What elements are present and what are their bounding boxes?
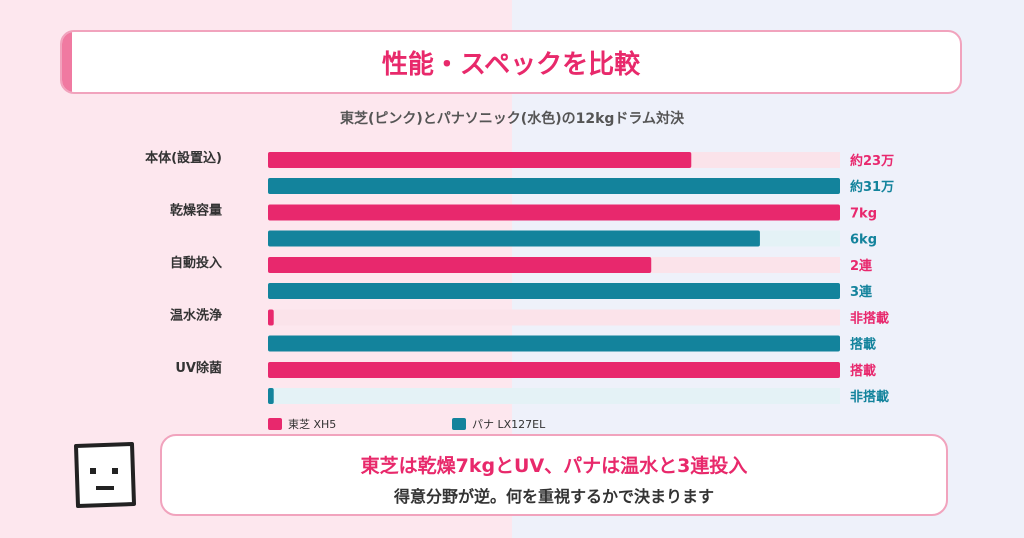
data-label: 搭載 xyxy=(850,337,876,353)
bar xyxy=(268,335,840,352)
summary-line-2: 得意分野が逆。何を重視するかで決まります xyxy=(393,487,714,506)
data-label: 搭載 xyxy=(850,363,876,379)
data-label: 6kg xyxy=(850,233,877,248)
bar xyxy=(268,204,840,221)
bar xyxy=(268,230,760,247)
data-label: 非搭載 xyxy=(850,389,889,405)
legend-swatch-toshiba xyxy=(268,418,282,430)
bar xyxy=(268,362,840,378)
category-label: 乾燥容量 xyxy=(170,203,222,219)
data-label: 約31万 xyxy=(850,179,894,195)
bar xyxy=(268,309,274,326)
summary-callout: 東芝は乾燥7kgとUV、パナは温水と3連投入 得意分野が逆。何を重視するかで決ま… xyxy=(160,434,948,516)
category-label: 本体(設置込) xyxy=(145,150,222,166)
category-label: UV除菌 xyxy=(175,360,222,376)
legend-swatch-panasonic xyxy=(452,418,466,430)
chart-subtitle: 東芝(ピンク)とパナソニック(水色)の12kgドラム対決 xyxy=(340,111,684,127)
data-label: 7kg xyxy=(850,207,877,222)
bar-track xyxy=(268,388,840,404)
data-label: 3連 xyxy=(850,284,873,300)
bar xyxy=(268,283,840,299)
category-label: 自動投入 xyxy=(170,255,222,271)
legend-item-panasonic: パナ LX127EL xyxy=(452,416,545,432)
legend-label-panasonic: パナ LX127EL xyxy=(472,418,546,431)
category-label: 温水洗浄 xyxy=(170,308,222,324)
square-face-icon xyxy=(74,442,136,508)
summary-line-1: 東芝は乾燥7kgとUV、パナは温水と3連投入 xyxy=(360,455,748,477)
bar xyxy=(268,152,692,168)
data-label: 約23万 xyxy=(850,153,894,169)
data-label: 2連 xyxy=(850,258,873,274)
title-accent-bar xyxy=(62,32,72,92)
bar xyxy=(268,257,652,273)
legend-label-toshiba: 東芝 XH5 xyxy=(288,418,337,431)
bar xyxy=(268,178,840,194)
data-label: 非搭載 xyxy=(850,311,889,327)
bar-track xyxy=(268,309,840,326)
title-box: 性能・スペックを比較 xyxy=(60,30,962,94)
bar xyxy=(268,388,274,404)
legend-item-toshiba: 東芝 XH5 xyxy=(268,416,336,432)
page-title: 性能・スペックを比較 xyxy=(381,49,641,80)
